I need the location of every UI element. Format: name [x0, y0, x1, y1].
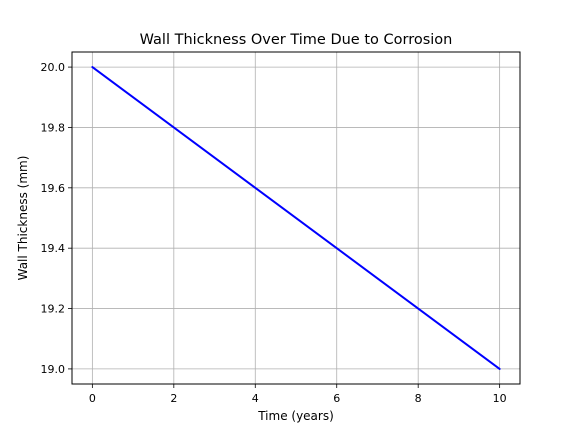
- chart-title: Wall Thickness Over Time Due to Corrosio…: [140, 32, 453, 48]
- series-line: [91, 66, 501, 370]
- y-tick-label: 19.6: [41, 182, 66, 195]
- series-group: [91, 66, 501, 370]
- x-tick-label: 2: [170, 392, 177, 405]
- y-tick-label: 19.8: [41, 121, 66, 134]
- y-axis-label: Wall Thickness (mm): [16, 156, 30, 281]
- x-tick-label: 10: [493, 392, 507, 405]
- x-tick-label: 6: [333, 392, 340, 405]
- y-axis-ticks: 19.0 19.2 19.4 19.6 19.8 20.0: [41, 61, 72, 376]
- x-tick-label: 8: [415, 392, 422, 405]
- y-tick-label: 19.0: [41, 363, 66, 376]
- y-tick-label: 19.4: [41, 242, 66, 255]
- x-axis-label: Time (years): [257, 409, 334, 423]
- y-tick-label: 20.0: [41, 61, 66, 74]
- plot-frame: [71, 51, 521, 385]
- x-tick-label: 4: [252, 392, 259, 405]
- grid-lines: [72, 52, 520, 384]
- y-tick-label: 19.2: [41, 303, 66, 316]
- x-axis-ticks: 0 2 4 6 8 10: [89, 384, 507, 405]
- x-tick-label: 0: [89, 392, 96, 405]
